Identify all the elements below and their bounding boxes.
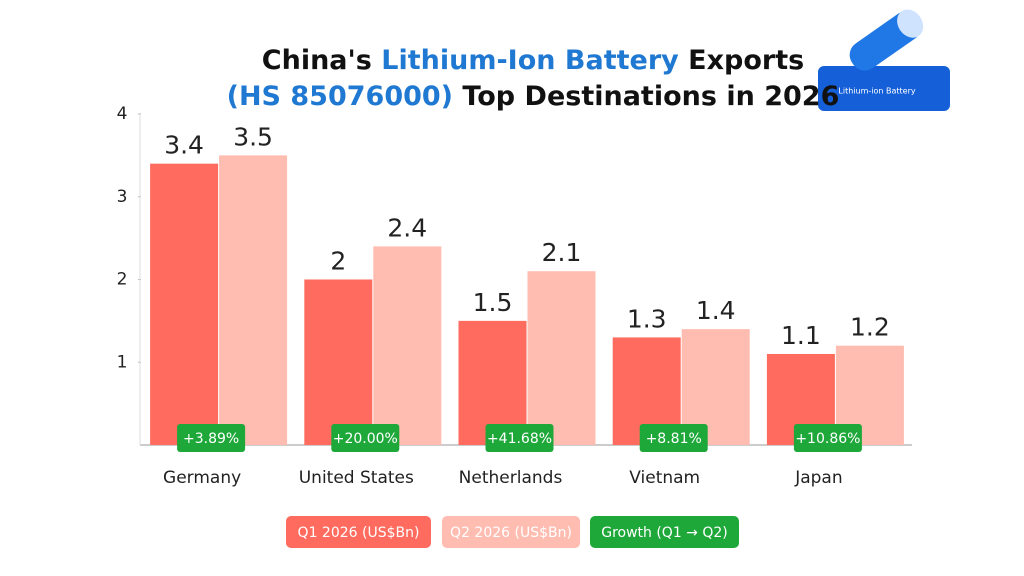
growth-badge: +41.68%: [485, 424, 554, 452]
y-tick-label: 2: [117, 270, 128, 290]
legend-item: Growth (Q1 → Q2): [590, 516, 739, 548]
battery-cap: [897, 9, 924, 38]
growth-label: +10.86%: [795, 431, 860, 447]
legend-label: Q2 2026 (US$Bn): [450, 525, 572, 541]
title-segment: (HS 85076000): [227, 81, 453, 112]
title-segment: China's: [262, 45, 381, 76]
growth-label: +41.68%: [487, 431, 552, 447]
value-label: 1.3: [627, 304, 667, 333]
value-label: 1.4: [696, 296, 736, 325]
title-segment: Exports: [679, 45, 804, 76]
chart-title: (HS 85076000) Top Destinations in 2026: [227, 81, 840, 112]
y-tick-label: 1: [117, 352, 128, 372]
battery-icon: Lithium-ion Battery: [818, 9, 950, 111]
y-tick-label: 4: [117, 104, 128, 124]
chart-title: China's Lithium-Ion Battery Exports: [262, 45, 804, 76]
growth-badge: +20.00%: [331, 424, 400, 452]
x-tick-label: Germany: [163, 468, 241, 488]
legend-label: Q1 2026 (US$Bn): [298, 525, 420, 541]
growth-label: +3.89%: [183, 431, 239, 447]
legend-item: Q2 2026 (US$Bn): [442, 516, 580, 548]
growth-badge-bg: [793, 424, 862, 452]
icon-label: Lithium-ion Battery: [838, 87, 915, 96]
growth-badge-bg: [331, 424, 400, 452]
title-segment: Top Destinations in 2026: [453, 81, 839, 112]
growth-badge-bg: [177, 424, 246, 452]
legend-swatch: [286, 516, 431, 548]
value-label: 2.4: [387, 213, 427, 242]
value-label: 1.1: [781, 321, 821, 350]
x-tick-label: Netherlands: [459, 468, 563, 488]
growth-badge: +8.81%: [639, 424, 708, 452]
x-tick-label: United States: [299, 468, 414, 488]
x-tick-label: Japan: [794, 468, 842, 488]
battery-body: [818, 66, 950, 111]
growth-badge-bg: [485, 424, 554, 452]
value-label: 1.5: [473, 288, 513, 317]
value-label: 2.1: [542, 238, 582, 267]
legend-swatch: [442, 516, 580, 548]
legend-label: Growth (Q1 → Q2): [601, 525, 728, 541]
value-label: 3.4: [164, 131, 204, 160]
legend-swatch: [590, 516, 739, 548]
growth-badge: +10.86%: [793, 424, 862, 452]
growth-badge-bg: [639, 424, 708, 452]
bar: [219, 155, 288, 445]
bar: [527, 271, 596, 445]
value-label: 3.5: [233, 122, 273, 151]
value-label: 2: [330, 247, 346, 276]
growth-label: +20.00%: [333, 431, 398, 447]
value-label: 1.2: [850, 313, 890, 342]
bar: [150, 163, 219, 445]
growth-badge: +3.89%: [177, 424, 246, 452]
title-segment: Lithium-Ion Battery: [381, 45, 679, 76]
bar: [373, 246, 442, 445]
y-tick-label: 3: [117, 187, 128, 207]
legend-item: Q1 2026 (US$Bn): [286, 516, 431, 548]
x-tick-label: Vietnam: [629, 468, 700, 488]
battery-cell: [849, 9, 924, 71]
growth-label: +8.81%: [646, 431, 702, 447]
bar: [304, 279, 373, 445]
